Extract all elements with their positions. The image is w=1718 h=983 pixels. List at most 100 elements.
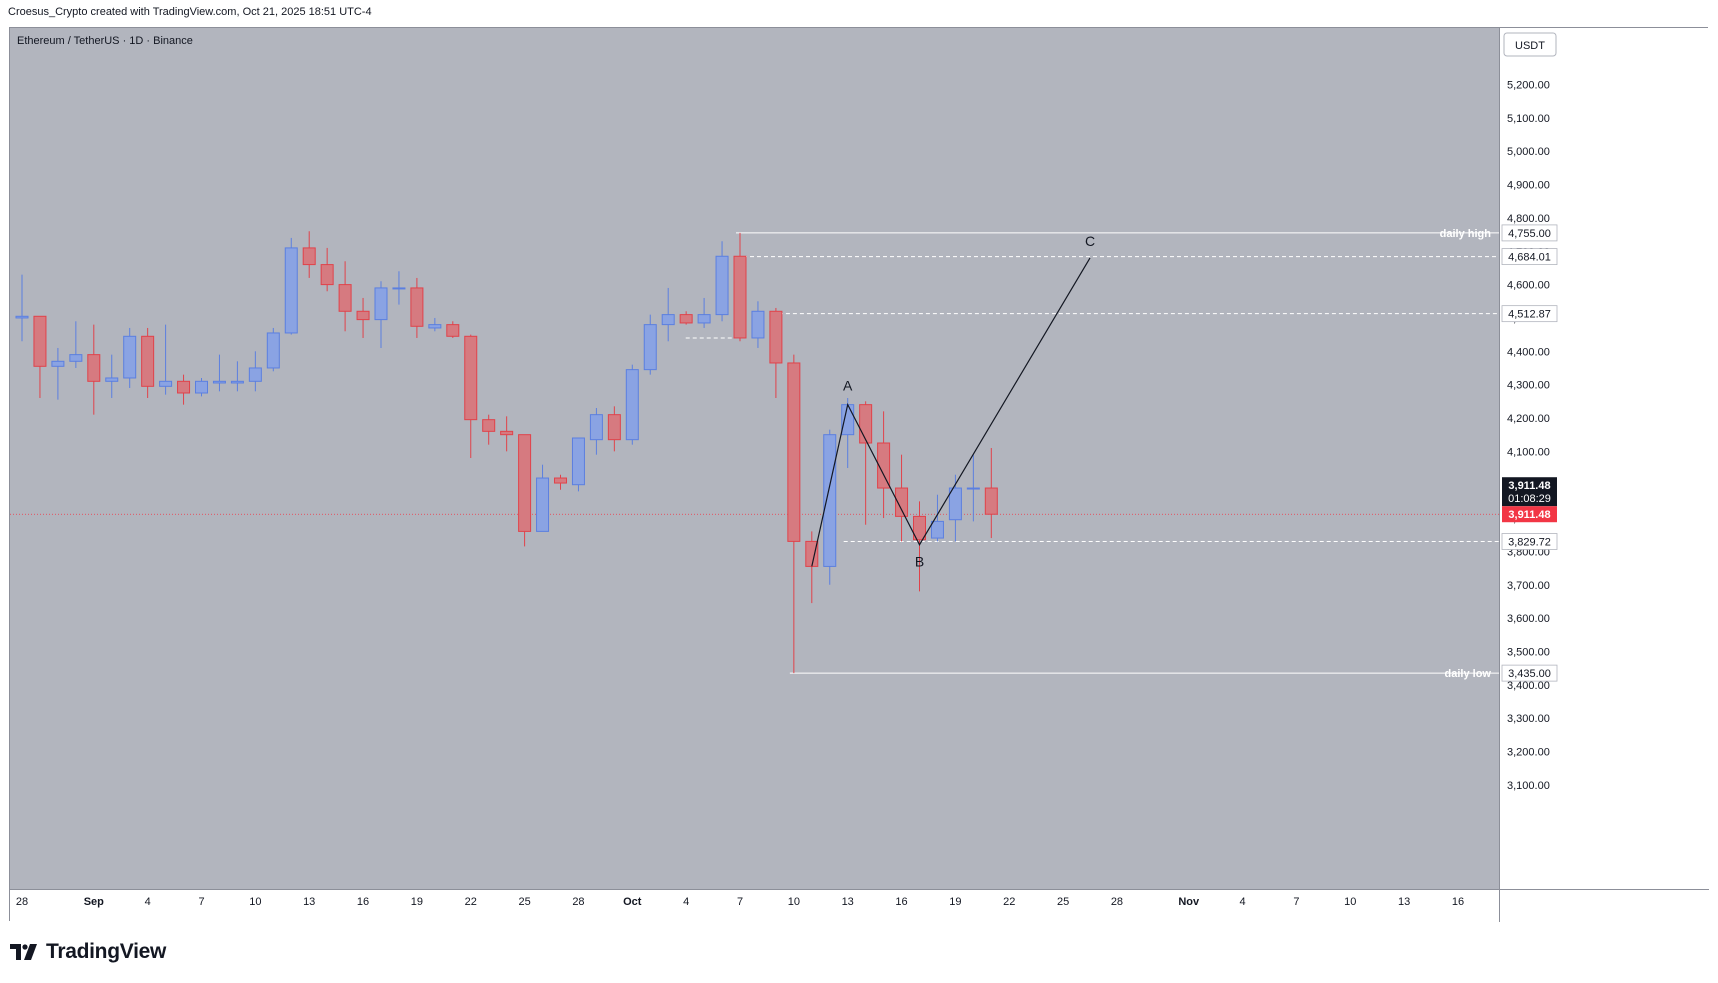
tradingview-brand-text: TradingView [46,940,167,963]
candle-body [823,434,837,567]
y-tick-label: 4,400.00 [1507,346,1550,358]
x-tick-label: 7 [198,896,204,908]
x-tick-label: 28 [16,896,28,908]
candle [571,437,585,492]
candle [769,307,783,398]
candle-body [482,419,496,432]
candle-body [51,360,65,367]
chart-frame[interactable]: Ethereum / TetherUS · 1D · Binance USDT 5,… [9,27,1709,922]
x-tick-label: 10 [1344,896,1356,908]
x-tick-label: 25 [1057,896,1069,908]
level-annotation: daily low [1445,668,1492,680]
candle [895,454,909,542]
candle [266,327,280,372]
candle [625,364,639,445]
level-label-box [1501,533,1558,550]
candle [661,287,675,342]
x-tick-label: 28 [572,896,584,908]
candle [966,454,980,522]
candle [284,237,298,335]
abc-pattern-line [811,257,1091,567]
tradingview-logo[interactable]: TradingView [10,940,166,964]
level-label: 3,435.00 [1501,664,1558,682]
candlestick-chart[interactable]: Ethereum / TetherUS · 1D · Binance USDT 5,… [10,28,1709,922]
candle [643,314,657,375]
candle [446,321,460,338]
candle-body [141,335,155,387]
x-tick-label: 22 [1003,896,1015,908]
candle [159,324,173,395]
candle-body [500,430,514,436]
x-tick-label: 19 [411,896,423,908]
y-tick-label: 3,500.00 [1507,646,1550,658]
candle [141,327,155,398]
candle-body [338,284,352,312]
x-tick-label: 13 [842,896,854,908]
candle [195,377,208,397]
level-label-text: 4,512.87 [1508,309,1551,321]
candle-body [177,380,191,394]
countdown-price: 3,911.48 [1508,480,1550,492]
candle [69,321,83,368]
level-label: 4,684.01 [1501,248,1558,265]
candle-body [930,520,944,539]
candle [805,531,819,604]
candle [338,261,352,332]
candle-body [984,487,998,515]
currency-selector[interactable]: USDT [1503,32,1557,57]
candle-body [715,255,729,316]
candle [230,361,244,392]
candle [87,324,101,415]
candle [751,301,765,348]
candle-body [554,477,567,484]
candle [482,414,496,445]
candle-body [410,287,424,327]
candle-body [69,354,83,362]
y-tick-label: 3,300.00 [1507,713,1550,725]
candle-body [464,335,478,421]
candle-body [87,354,101,382]
y-tick-label: 3,100.00 [1507,780,1550,792]
candle-body [769,310,783,364]
candle-body [877,442,891,489]
candle-body [195,380,208,394]
candle [715,241,729,322]
candle-body [15,315,29,319]
candle-body [518,434,532,532]
candle [787,354,801,674]
candle-body [536,477,550,532]
x-tick-label: 16 [895,896,907,908]
level-label: 4,755.00 [1501,224,1558,242]
candle [123,327,137,388]
abc-label-a: A [843,378,853,394]
tradingview-logo-icon [10,944,37,960]
candle-body [859,404,873,444]
x-tick-label: 13 [1398,896,1410,908]
candle [877,411,891,519]
x-tick-label: 16 [1452,896,1464,908]
y-tick-label: 4,900.00 [1507,180,1550,192]
candle [428,317,442,332]
candle-body [302,247,316,266]
level-label-text: 3,829.72 [1508,536,1551,548]
candle-body [589,414,603,441]
countdown-box [1502,477,1557,507]
x-tick-label: 10 [788,896,800,908]
candle [589,407,603,455]
candle [302,231,316,278]
x-tick-label: 13 [303,896,315,908]
x-tick-label: 4 [683,896,689,908]
candle [464,334,478,459]
candle-body [661,314,675,326]
current-price-box [1502,506,1557,523]
x-tick-label: 28 [1111,896,1123,908]
candle-body [966,487,980,490]
candle [913,501,926,592]
candle-body [948,487,962,521]
candle [697,297,711,328]
candle-body [841,404,855,436]
y-tick-label: 3,700.00 [1507,580,1550,592]
x-tick-label: 7 [737,896,743,908]
level-label-box [1501,224,1558,242]
